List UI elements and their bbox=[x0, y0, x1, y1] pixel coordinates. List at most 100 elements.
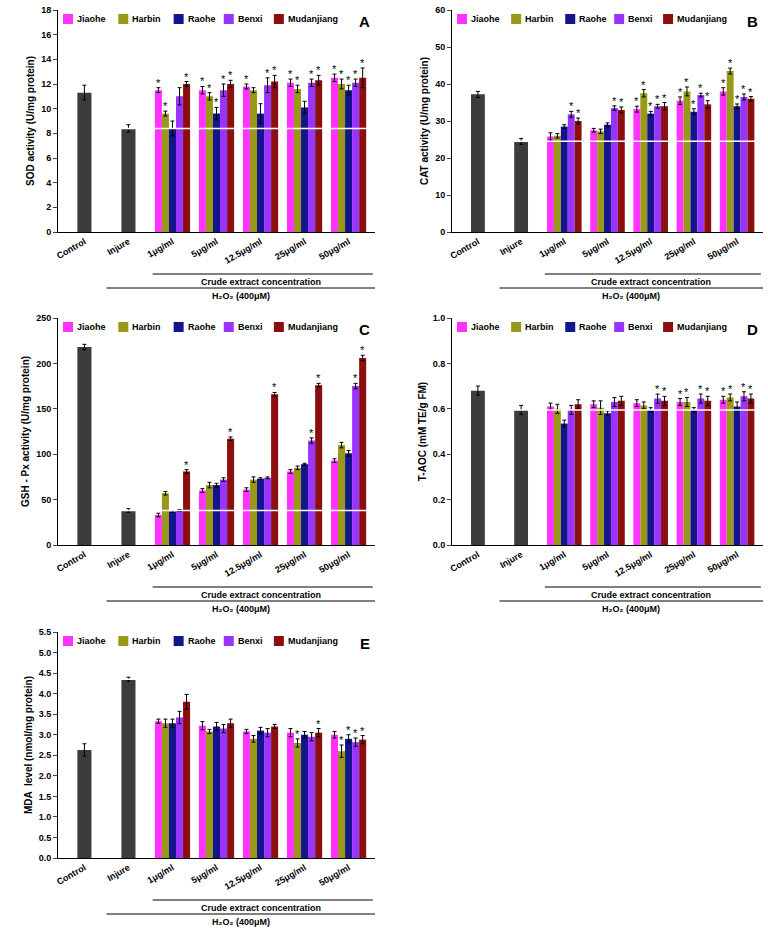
svg-text:*: * bbox=[641, 79, 646, 91]
svg-text:5μg/ml: 5μg/ml bbox=[190, 236, 220, 259]
svg-text:*: * bbox=[662, 385, 667, 397]
svg-text:*: * bbox=[576, 107, 581, 119]
svg-text:4.0: 4.0 bbox=[39, 689, 52, 699]
svg-text:*: * bbox=[728, 57, 733, 69]
svg-text:Injure: Injure bbox=[105, 862, 131, 883]
svg-text:Control: Control bbox=[55, 236, 88, 261]
svg-text:Harbin: Harbin bbox=[132, 322, 161, 332]
svg-text:0.6: 0.6 bbox=[433, 404, 446, 414]
svg-text:Mudanjiang: Mudanjiang bbox=[288, 636, 338, 646]
svg-text:H₂O₂ (400μM): H₂O₂ (400μM) bbox=[602, 291, 660, 301]
svg-text:H₂O₂ (400μM): H₂O₂ (400μM) bbox=[212, 291, 270, 301]
svg-text:4.5: 4.5 bbox=[39, 668, 52, 678]
svg-text:12.5μg/ml: 12.5μg/ml bbox=[223, 862, 264, 891]
svg-text:Harbin: Harbin bbox=[132, 14, 161, 24]
svg-text:H₂O₂ (400μM): H₂O₂ (400μM) bbox=[212, 917, 270, 927]
svg-text:50μg/ml: 50μg/ml bbox=[706, 236, 740, 262]
svg-text:*: * bbox=[156, 77, 161, 89]
svg-text:*: * bbox=[655, 93, 660, 105]
svg-text:50: 50 bbox=[41, 495, 51, 505]
svg-text:2.0: 2.0 bbox=[39, 771, 52, 781]
svg-text:18: 18 bbox=[41, 5, 51, 15]
svg-text:*: * bbox=[360, 725, 365, 737]
svg-text:*: * bbox=[309, 68, 314, 80]
svg-text:*: * bbox=[741, 83, 746, 95]
svg-text:*: * bbox=[612, 95, 617, 107]
svg-text:*: * bbox=[662, 92, 667, 104]
svg-text:20: 20 bbox=[435, 153, 445, 163]
svg-text:14: 14 bbox=[41, 54, 51, 64]
svg-text:Benxi: Benxi bbox=[628, 322, 653, 332]
svg-text:1μg/ml: 1μg/ml bbox=[146, 862, 176, 885]
svg-text:5.5: 5.5 bbox=[39, 627, 52, 637]
svg-text:*: * bbox=[728, 383, 733, 395]
svg-text:Jiaohe: Jiaohe bbox=[77, 14, 106, 24]
svg-text:*: * bbox=[678, 388, 683, 400]
svg-text:*: * bbox=[200, 75, 205, 87]
svg-text:30: 30 bbox=[435, 116, 445, 126]
svg-text:H₂O₂ (400μM): H₂O₂ (400μM) bbox=[212, 604, 270, 614]
svg-text:*: * bbox=[295, 74, 300, 86]
svg-text:150: 150 bbox=[36, 404, 51, 414]
svg-text:*: * bbox=[748, 86, 753, 98]
svg-text:25μg/ml: 25μg/ml bbox=[273, 549, 307, 575]
svg-text:D: D bbox=[747, 321, 758, 338]
svg-text:1.0: 1.0 bbox=[39, 812, 52, 822]
svg-text:0: 0 bbox=[440, 227, 445, 237]
svg-text:*: * bbox=[748, 383, 753, 395]
svg-text:*: * bbox=[244, 73, 249, 85]
svg-text:*: * bbox=[619, 96, 624, 108]
svg-text:Injure: Injure bbox=[105, 236, 131, 257]
svg-text:*: * bbox=[316, 64, 321, 76]
svg-text:*: * bbox=[353, 68, 358, 80]
svg-text:Harbin: Harbin bbox=[525, 14, 554, 24]
svg-text:6: 6 bbox=[46, 153, 51, 163]
svg-text:Benxi: Benxi bbox=[628, 14, 653, 24]
svg-text:*: * bbox=[272, 64, 277, 76]
svg-text:0: 0 bbox=[46, 540, 51, 550]
svg-text:Benxi: Benxi bbox=[238, 636, 263, 646]
svg-text:*: * bbox=[741, 381, 746, 393]
svg-text:12.5μg/ml: 12.5μg/ml bbox=[223, 549, 264, 578]
svg-text:*: * bbox=[316, 718, 321, 730]
svg-text:Control: Control bbox=[448, 236, 481, 261]
svg-text:Benxi: Benxi bbox=[238, 14, 263, 24]
svg-text:Crude extract concentration: Crude extract concentration bbox=[591, 590, 711, 600]
svg-text:1μg/ml: 1μg/ml bbox=[537, 236, 567, 259]
svg-text:A: A bbox=[359, 13, 370, 30]
svg-text:*: * bbox=[353, 372, 358, 384]
svg-text:*: * bbox=[655, 383, 660, 395]
svg-text:*: * bbox=[684, 386, 689, 398]
svg-text:SOD activity (U/mg protein): SOD activity (U/mg protein) bbox=[25, 56, 36, 186]
svg-text:12.5μg/ml: 12.5μg/ml bbox=[613, 549, 654, 578]
svg-text:E: E bbox=[360, 635, 370, 652]
svg-text:Harbin: Harbin bbox=[132, 636, 161, 646]
svg-text:*: * bbox=[346, 74, 351, 86]
svg-text:50μg/ml: 50μg/ml bbox=[706, 549, 740, 575]
svg-text:1μg/ml: 1μg/ml bbox=[537, 549, 567, 572]
svg-text:*: * bbox=[221, 73, 226, 85]
svg-text:25μg/ml: 25μg/ml bbox=[273, 862, 307, 888]
svg-text:*: * bbox=[691, 98, 696, 110]
svg-text:Control: Control bbox=[448, 549, 481, 574]
svg-text:50μg/ml: 50μg/ml bbox=[317, 549, 351, 575]
svg-text:Raohe: Raohe bbox=[188, 322, 216, 332]
svg-text:40: 40 bbox=[435, 79, 445, 89]
svg-text:1.5: 1.5 bbox=[39, 792, 52, 802]
svg-text:*: * bbox=[214, 96, 219, 108]
svg-text:200: 200 bbox=[36, 359, 51, 369]
svg-text:*: * bbox=[721, 385, 726, 397]
svg-text:8: 8 bbox=[46, 128, 51, 138]
svg-text:*: * bbox=[346, 724, 351, 736]
svg-text:1.0: 1.0 bbox=[433, 313, 446, 323]
svg-text:5μg/ml: 5μg/ml bbox=[581, 549, 611, 572]
svg-text:Injure: Injure bbox=[498, 236, 524, 257]
svg-text:Crude extract concentration: Crude extract concentration bbox=[591, 277, 711, 287]
svg-text:Crude extract concentration: Crude extract concentration bbox=[201, 277, 321, 287]
svg-text:B: B bbox=[747, 13, 758, 30]
svg-text:*: * bbox=[360, 57, 365, 69]
svg-text:1μg/ml: 1μg/ml bbox=[146, 236, 176, 259]
svg-text:MDA level (nmol/mg protein): MDA level (nmol/mg protein) bbox=[23, 676, 34, 814]
svg-text:T-AOC (mM TE/g FM): T-AOC (mM TE/g FM) bbox=[417, 382, 428, 481]
svg-text:2.5: 2.5 bbox=[39, 750, 52, 760]
